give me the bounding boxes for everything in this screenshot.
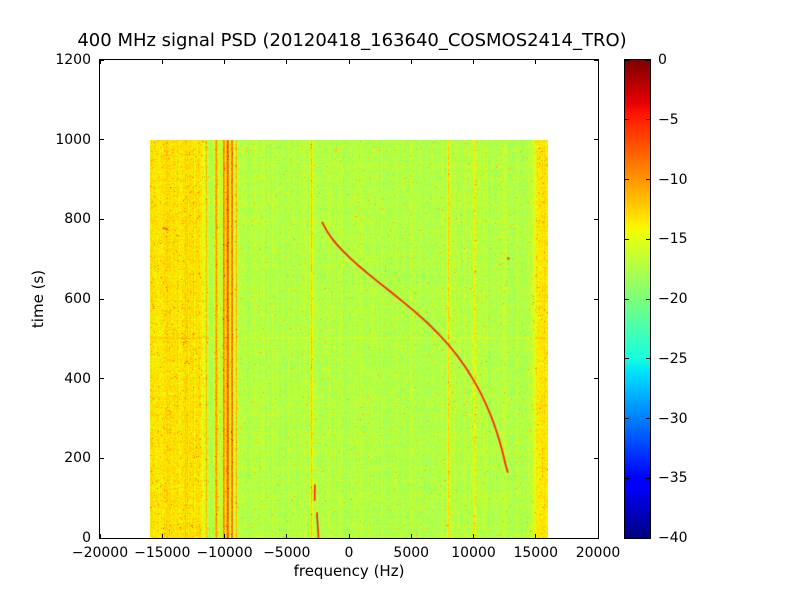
- x-tick-mark: [99, 60, 101, 64]
- y-tick-label: 200: [64, 450, 91, 467]
- colorbar-tick-mark: [646, 238, 650, 240]
- colorbar-tick-mark: [646, 298, 650, 300]
- y-tick-label: 1000: [55, 131, 91, 148]
- y-tick-mark: [100, 537, 104, 539]
- x-tick-label: 20000: [575, 545, 621, 561]
- x-tick-mark: [410, 534, 412, 538]
- colorbar-tick-mark: [625, 119, 629, 121]
- x-tick-mark: [286, 534, 288, 538]
- colorbar-tick-mark: [646, 179, 650, 180]
- x-tick-mark: [410, 60, 412, 64]
- x-tick-label: −15000: [134, 545, 191, 561]
- y-tick-mark: [594, 298, 598, 300]
- colorbar-tick-label: −10: [658, 171, 688, 188]
- x-tick-label: −5000: [263, 545, 311, 561]
- y-tick-mark: [594, 139, 598, 141]
- colorbar: 0 −5 −10 −15 −20 −25 −30 −35 −40: [624, 52, 688, 546]
- x-tick-label: 5000: [393, 545, 430, 561]
- y-tick-mark: [594, 59, 598, 61]
- y-tick-mark: [100, 139, 104, 141]
- x-tick-mark: [161, 60, 163, 64]
- x-tick-mark: [535, 534, 537, 538]
- colorbar-tick-mark: [646, 59, 650, 61]
- colorbar-tick-label: −5: [658, 111, 679, 128]
- y-tick-mark: [100, 218, 104, 220]
- x-tick-mark: [535, 60, 537, 64]
- colorbar-tick-mark: [646, 537, 650, 539]
- x-tick-mark: [348, 60, 350, 64]
- x-tick-mark: [473, 534, 474, 538]
- colorbar-tick-label: −25: [658, 350, 688, 367]
- x-tick-mark: [224, 60, 225, 64]
- y-tick-label: 1200: [55, 52, 91, 68]
- colorbar-tick-label: −35: [658, 470, 688, 487]
- colorbar-tick-mark: [625, 238, 629, 240]
- x-tick-mark: [161, 534, 163, 538]
- y-tick-label: 600: [64, 291, 91, 307]
- colorbar-tick-mark: [625, 59, 629, 61]
- x-tick-mark: [473, 60, 474, 64]
- colorbar-tick-mark: [625, 537, 629, 539]
- colorbar-tick-mark: [625, 477, 629, 479]
- x-tick-label: −20000: [71, 545, 129, 561]
- y-tick-mark: [100, 378, 104, 380]
- x-tick-label: 15000: [513, 545, 559, 561]
- y-tick-mark: [594, 457, 598, 459]
- axes: −20000 −15000 −10000 −5000 0 5000 10000 15000 20…: [55, 52, 620, 561]
- y-tick-mark: [594, 537, 598, 539]
- y-tick-mark: [594, 218, 598, 220]
- y-tick-mark: [594, 378, 598, 380]
- x-axis-label: frequency (Hz): [293, 562, 405, 580]
- colorbar-tick-mark: [646, 477, 650, 479]
- x-tick-mark: [99, 534, 101, 538]
- x-tick-mark: [597, 60, 599, 64]
- x-tick-mark: [286, 60, 288, 64]
- colorbar-tick-label: −20: [658, 291, 688, 307]
- y-tick-label: 0: [82, 530, 91, 546]
- colorbar-tick-label: −30: [658, 410, 688, 427]
- x-tick-label: 10000: [451, 545, 496, 561]
- y-axis-label: time (s): [29, 269, 47, 329]
- colorbar-tick-mark: [625, 358, 629, 360]
- colorbar-tick-label: 0: [658, 52, 667, 68]
- colorbar-tick-mark: [625, 179, 629, 180]
- colorbar-tick-mark: [625, 418, 629, 419]
- colorbar-tick-label: −15: [658, 231, 688, 248]
- colorbar-tick-mark: [646, 119, 650, 121]
- y-tick-mark: [100, 457, 104, 459]
- colorbar-tick-mark: [646, 418, 650, 419]
- colorbar-tick-mark: [625, 298, 629, 300]
- chart-title: 400 MHz signal PSD (20120418_163640_COSM…: [77, 30, 627, 51]
- x-tick-mark: [224, 534, 225, 538]
- heatmap-image: [149, 139, 549, 538]
- y-tick-label: 800: [64, 211, 91, 228]
- colorbar-tick-label: −40: [658, 530, 688, 546]
- y-tick-label: 400: [64, 370, 91, 387]
- x-tick-label: −10000: [196, 545, 253, 561]
- y-tick-mark: [100, 59, 104, 61]
- x-tick-label: 0: [344, 545, 354, 561]
- colorbar-tick-mark: [646, 358, 650, 360]
- y-tick-mark: [100, 298, 104, 300]
- x-tick-mark: [348, 534, 350, 538]
